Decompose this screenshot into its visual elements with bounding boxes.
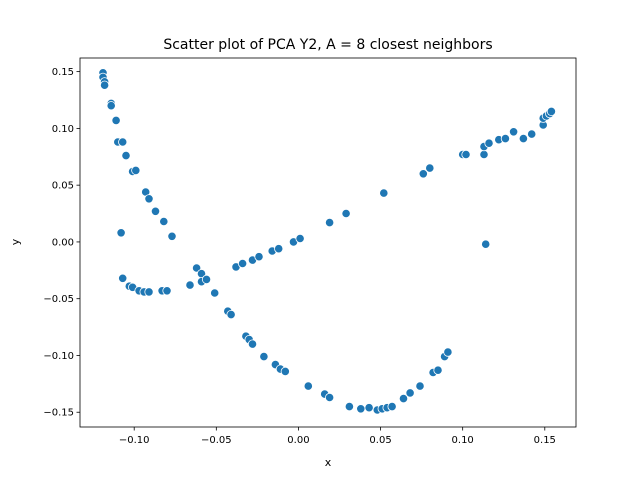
data-point [479, 149, 489, 160]
data-point [387, 401, 397, 412]
data-point [443, 347, 453, 357]
data-point [144, 287, 154, 297]
data-point [344, 401, 354, 412]
data-point [121, 151, 131, 161]
data-point [484, 138, 494, 148]
y-tick-label: 0.15 [52, 67, 74, 78]
x-axis-label: x [325, 456, 332, 469]
x-tick-label: −0.05 [201, 435, 232, 446]
data-point [303, 381, 313, 391]
data-point [162, 286, 172, 296]
data-point [111, 115, 121, 126]
data-point [324, 392, 335, 403]
x-tick-label: −0.10 [119, 435, 150, 446]
data-point [481, 239, 491, 249]
data-point [398, 393, 409, 404]
data-point [159, 216, 169, 227]
x-tick-label: 0.05 [369, 435, 391, 446]
data-point [150, 206, 161, 216]
x-tick-label: 0.15 [534, 435, 556, 446]
data-point [518, 134, 529, 144]
data-point [259, 351, 269, 362]
data-point [106, 101, 116, 111]
data-point [131, 165, 141, 175]
y-tick-label: 0.05 [52, 181, 74, 192]
points-layer [98, 68, 557, 415]
data-point [247, 339, 258, 349]
data-point [210, 288, 220, 298]
y-tick-label: 0.10 [52, 124, 74, 135]
data-point [116, 228, 126, 238]
data-point [118, 273, 128, 283]
data-point [433, 365, 443, 375]
data-point [100, 80, 110, 90]
data-point [415, 381, 425, 391]
y-tick-label: −0.10 [43, 351, 74, 362]
x-tick-label: 0.10 [452, 435, 474, 446]
plot-area [80, 58, 576, 427]
plot-background [80, 58, 576, 427]
data-point [425, 163, 435, 173]
data-point [274, 244, 284, 254]
data-point [500, 134, 510, 144]
y-axis-ticks: −0.15 −0.10 −0.05 0.00 0.05 0.10 0.15 [43, 67, 80, 419]
chart-title: Scatter plot of PCA Y2, A = 8 closest ne… [163, 37, 492, 53]
y-axis-label: y [9, 238, 22, 245]
y-tick-label: 0.00 [52, 237, 74, 248]
data-point [167, 231, 177, 241]
axes-frame [79, 57, 577, 428]
data-point [546, 106, 557, 117]
y-tick-label: −0.05 [43, 294, 74, 305]
data-point [118, 137, 128, 147]
data-point [527, 129, 537, 139]
data-point [356, 404, 366, 414]
data-point [508, 127, 519, 137]
data-point [461, 149, 471, 160]
data-point [238, 258, 248, 269]
data-point [324, 218, 335, 228]
axes-border [79, 57, 577, 428]
data-point [254, 252, 264, 262]
data-point [144, 194, 154, 204]
data-point [185, 280, 195, 290]
data-point [341, 208, 351, 219]
data-point [295, 233, 305, 244]
data-point [405, 388, 415, 398]
data-point [201, 274, 212, 284]
data-point [226, 309, 236, 320]
y-tick-label: −0.15 [43, 408, 74, 419]
data-point [418, 169, 428, 179]
data-point [379, 188, 389, 198]
data-point [364, 403, 374, 413]
x-tick-label: 0.00 [287, 435, 309, 446]
x-axis-ticks: −0.10 −0.05 0.00 0.05 0.10 0.15 [119, 427, 556, 446]
data-point [280, 366, 290, 376]
